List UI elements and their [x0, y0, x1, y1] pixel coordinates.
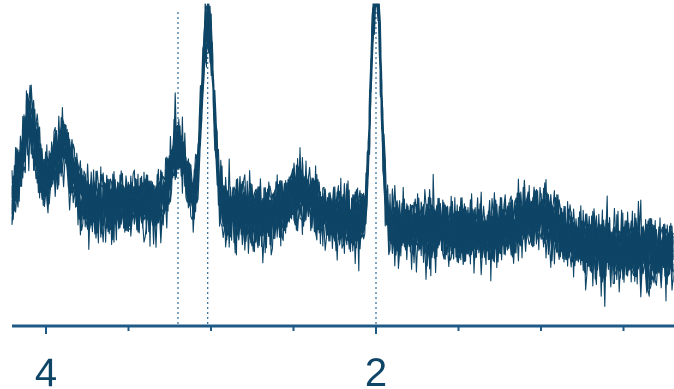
x-axis-ticks — [45, 326, 625, 334]
spectrum-traces — [11, 3, 674, 307]
x-tick-label: 4 — [35, 351, 57, 389]
spectrum-trace-16 — [11, 3, 674, 302]
x-tick-label: 2 — [365, 351, 387, 389]
reference-lines — [177, 12, 377, 326]
